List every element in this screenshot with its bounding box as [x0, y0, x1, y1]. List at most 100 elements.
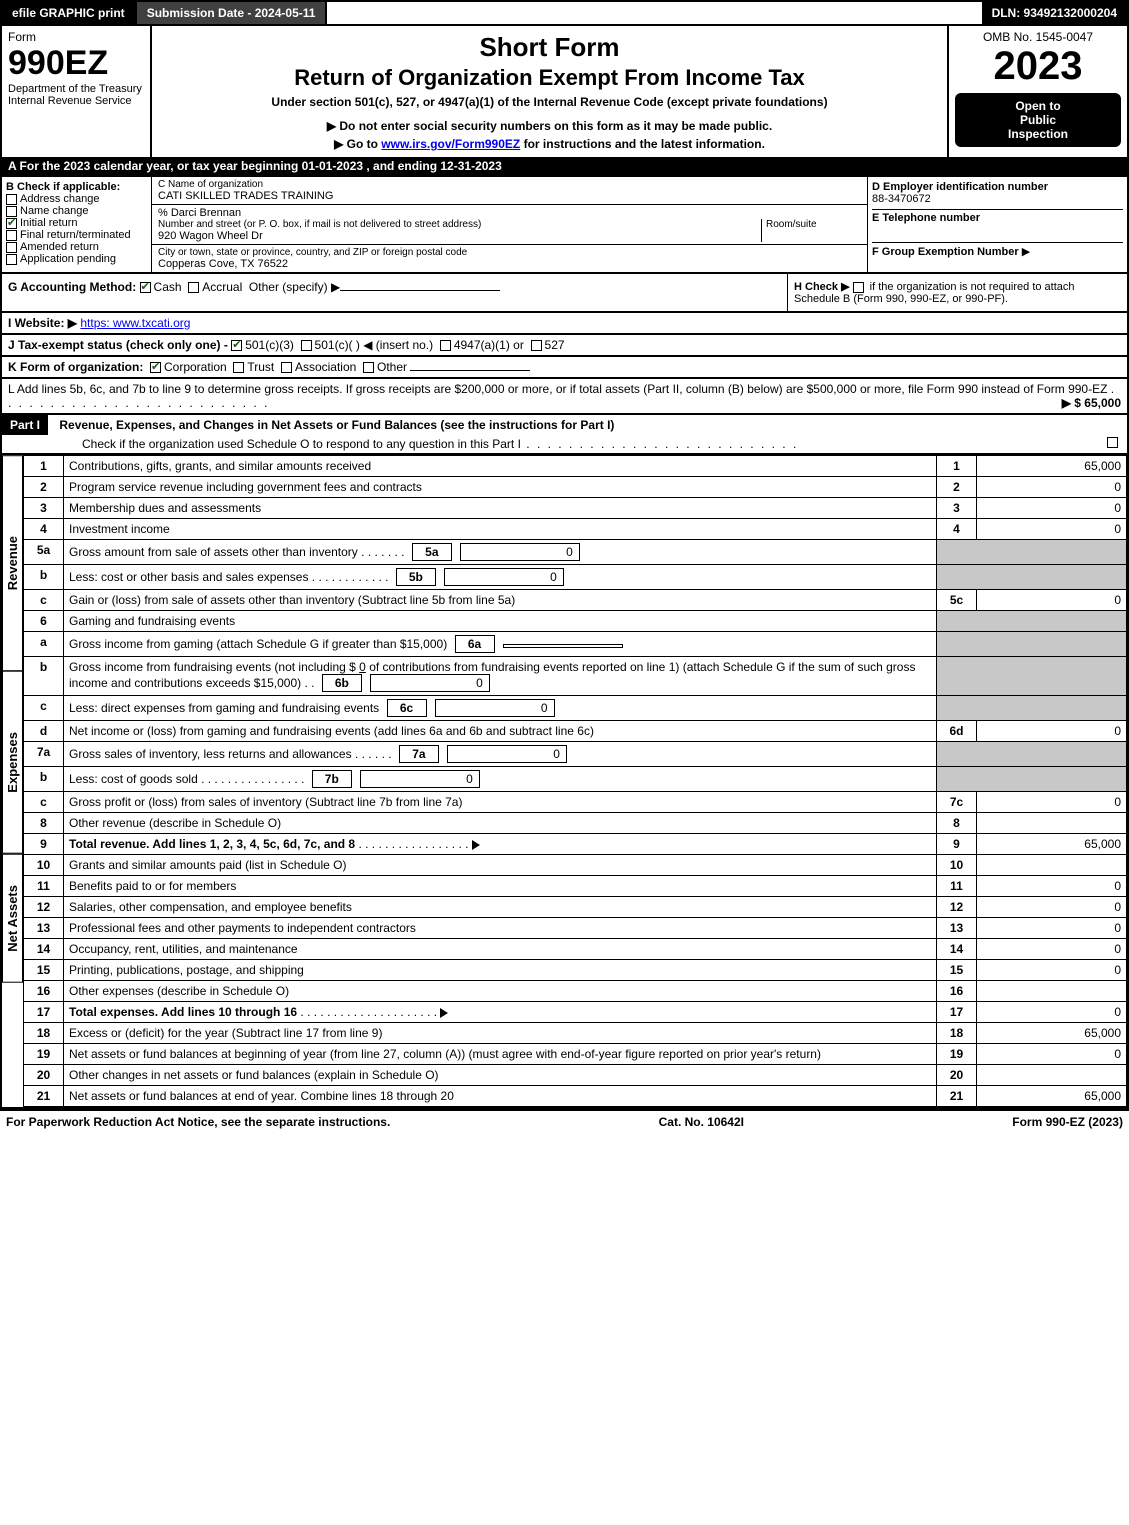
line-20: 20Other changes in net assets or fund ba… [24, 1065, 1127, 1086]
k-trust-checkbox[interactable] [233, 362, 244, 373]
b-address-change[interactable]: Address change [6, 193, 147, 205]
dln-label: DLN: 93492132000204 [982, 2, 1127, 24]
netassets-sidebar: Net Assets [2, 854, 23, 983]
b-opt-3: Final return/terminated [20, 229, 131, 241]
l20-box: 20 [937, 1065, 977, 1086]
l9-val: 65,000 [977, 834, 1127, 855]
omb-cell: OMB No. 1545-0047 2023 Open to Public In… [947, 26, 1127, 157]
g-label: G Accounting Method: [8, 280, 136, 294]
b-opt-1: Name change [20, 205, 89, 217]
l21-desc: Net assets or fund balances at end of ye… [64, 1086, 937, 1107]
l1-val: 65,000 [977, 456, 1127, 477]
top-bar: efile GRAPHIC print Submission Date - 20… [0, 0, 1129, 26]
line-16: 16Other expenses (describe in Schedule O… [24, 981, 1127, 1002]
j-opt1: 501(c)(3) [245, 338, 294, 352]
l18-num: 18 [24, 1023, 64, 1044]
line-6: 6Gaming and fundraising events [24, 611, 1127, 632]
l-text: L Add lines 5b, 6c, and 7b to line 9 to … [8, 382, 1107, 396]
l7a-shade [937, 742, 1127, 767]
l10-val [977, 855, 1127, 876]
l16-desc: Other expenses (describe in Schedule O) [64, 981, 937, 1002]
section-d: D Employer identification number 88-3470… [867, 177, 1127, 272]
l14-val: 0 [977, 939, 1127, 960]
l5a-shade [937, 540, 1127, 565]
gh-row: G Accounting Method: Cash Accrual Other … [0, 274, 1129, 313]
dept-treasury: Department of the Treasury [8, 83, 144, 95]
b-amended-return[interactable]: Amended return [6, 241, 147, 253]
city-label: City or town, state or province, country… [158, 247, 861, 258]
b-opt-0: Address change [20, 193, 100, 205]
short-form-title: Short Form [158, 32, 941, 63]
irs-link[interactable]: www.irs.gov/Form990EZ [381, 137, 520, 151]
g-cash-checkbox[interactable] [140, 282, 151, 293]
g-accounting: G Accounting Method: Cash Accrual Other … [2, 274, 787, 311]
l8-val [977, 813, 1127, 834]
j-opt2: 501(c)( ) ◀ (insert no.) [315, 338, 434, 352]
f-group-label: F Group Exemption Number [872, 246, 1019, 258]
l14-desc: Occupancy, rent, utilities, and maintena… [64, 939, 937, 960]
room-suite-label: Room/suite [761, 219, 861, 242]
l19-desc: Net assets or fund balances at beginning… [64, 1044, 937, 1065]
j-501c-checkbox[interactable] [301, 340, 312, 351]
lines-table: 1Contributions, gifts, grants, and simil… [23, 455, 1127, 1107]
g-accrual: Accrual [202, 280, 242, 294]
line-13: 13Professional fees and other payments t… [24, 918, 1127, 939]
l6b-shade [937, 657, 1127, 696]
street-value: 920 Wagon Wheel Dr [158, 230, 761, 242]
b-name-change[interactable]: Name change [6, 205, 147, 217]
form-id-cell: Form 990EZ Department of the Treasury In… [2, 26, 152, 157]
l17-num: 17 [24, 1002, 64, 1023]
b-initial-return[interactable]: Initial return [6, 217, 147, 229]
part-i-heading: Revenue, Expenses, and Changes in Net As… [51, 418, 614, 432]
b-application-pending[interactable]: Application pending [6, 253, 147, 265]
efile-print-button[interactable]: efile GRAPHIC print [2, 2, 137, 24]
website-link[interactable]: https: www.txcati.org [80, 316, 190, 330]
l9-desc: Total revenue. Add lines 1, 2, 3, 4, 5c,… [64, 834, 937, 855]
line-5c: cGain or (loss) from sale of assets othe… [24, 590, 1127, 611]
k-other-checkbox[interactable] [363, 362, 374, 373]
j-527-checkbox[interactable] [531, 340, 542, 351]
line-15: 15Printing, publications, postage, and s… [24, 960, 1127, 981]
l5c-desc: Gain or (loss) from sale of assets other… [64, 590, 937, 611]
l7b-num: b [24, 767, 64, 792]
k-corp-checkbox[interactable] [150, 362, 161, 373]
l20-val [977, 1065, 1127, 1086]
l7b-shade [937, 767, 1127, 792]
part-i-checkbox[interactable] [1107, 437, 1118, 448]
l20-num: 20 [24, 1065, 64, 1086]
l12-desc: Salaries, other compensation, and employ… [64, 897, 937, 918]
revenue-sidebar: Revenue [2, 455, 23, 671]
l6d-num: d [24, 721, 64, 742]
line-7a: 7aGross sales of inventory, less returns… [24, 742, 1127, 767]
title-cell: Short Form Return of Organization Exempt… [152, 26, 947, 157]
l9-num: 9 [24, 834, 64, 855]
line-12: 12Salaries, other compensation, and empl… [24, 897, 1127, 918]
j-501c3-checkbox[interactable] [231, 340, 242, 351]
l16-box: 16 [937, 981, 977, 1002]
section-c: C Name of organization CATI SKILLED TRAD… [152, 177, 867, 272]
street-label: Number and street (or P. O. box, if mail… [158, 219, 761, 230]
j-opt4: 527 [545, 338, 565, 352]
k-assoc-checkbox[interactable] [281, 362, 292, 373]
line-5b: bLess: cost or other basis and sales exp… [24, 565, 1127, 590]
h-checkbox[interactable] [853, 282, 864, 293]
part-i-check-text: Check if the organization used Schedule … [82, 437, 521, 451]
line-9: 9Total revenue. Add lines 1, 2, 3, 4, 5c… [24, 834, 1127, 855]
l2-desc: Program service revenue including govern… [64, 477, 937, 498]
b-opt-2: Initial return [20, 217, 77, 229]
l6-desc: Gaming and fundraising events [64, 611, 937, 632]
f-group-row: F Group Exemption Number ▶ [872, 242, 1123, 258]
j-4947-checkbox[interactable] [440, 340, 451, 351]
l2-box: 2 [937, 477, 977, 498]
g-accrual-checkbox[interactable] [188, 282, 199, 293]
e-phone-label: E Telephone number [872, 209, 1123, 224]
l19-box: 19 [937, 1044, 977, 1065]
k-opt3: Other [377, 360, 407, 374]
l2-num: 2 [24, 477, 64, 498]
line-1: 1Contributions, gifts, grants, and simil… [24, 456, 1127, 477]
submission-date-button[interactable]: Submission Date - 2024-05-11 [137, 2, 328, 24]
l4-num: 4 [24, 519, 64, 540]
l7c-num: c [24, 792, 64, 813]
footer-right: Form 990-EZ (2023) [1012, 1115, 1123, 1129]
b-final-return[interactable]: Final return/terminated [6, 229, 147, 241]
